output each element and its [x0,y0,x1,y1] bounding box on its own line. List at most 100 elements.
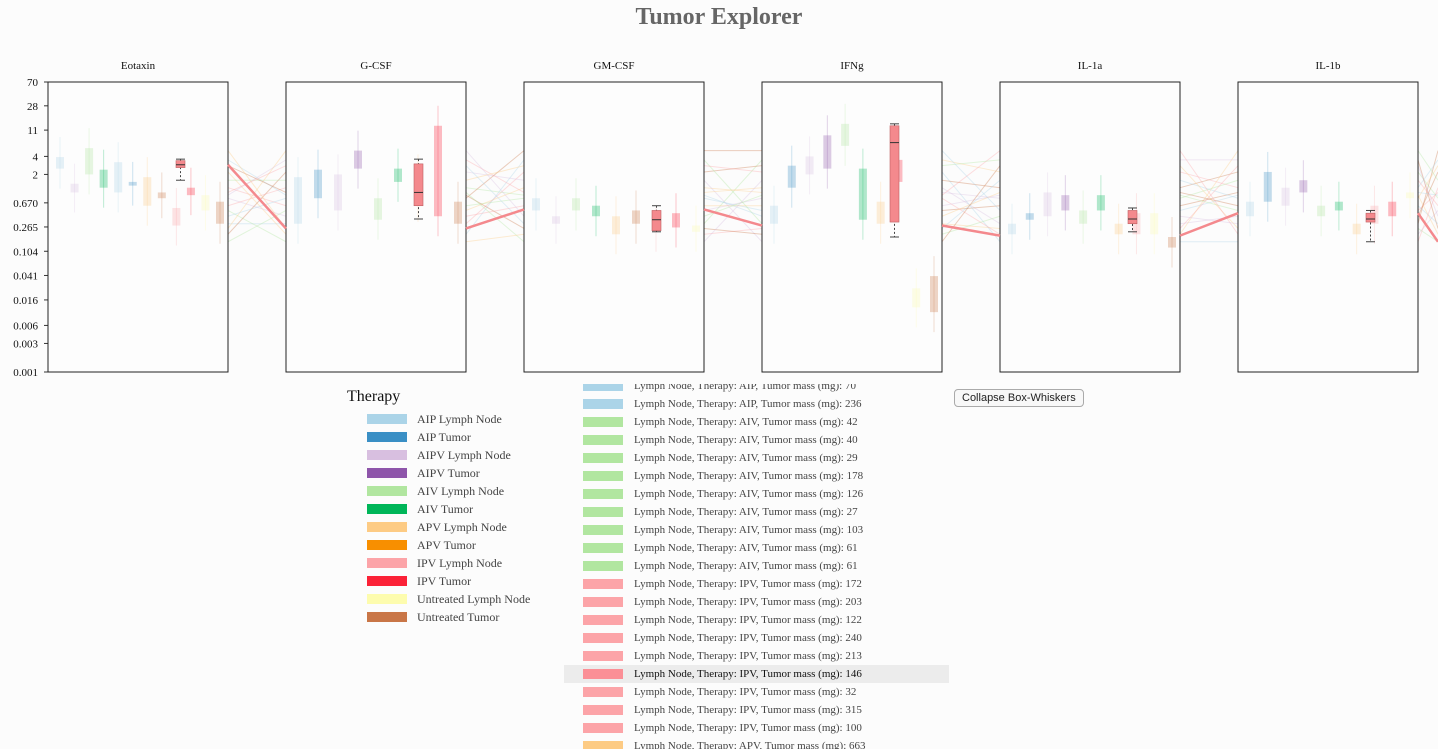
legend-item[interactable]: AIPV Lymph Node [347,446,511,464]
legend-item[interactable]: AIP Lymph Node [347,410,502,428]
y-tick-label: 0.006 [13,320,38,332]
sample-swatch [583,705,623,715]
sample-swatch [583,489,623,499]
sample-list-item[interactable]: Lymph Node, Therapy: IPV, Tumor mass (mg… [564,647,949,665]
panel-frame [761,81,943,373]
sample-swatch [583,579,623,589]
background-sample-line [1417,194,1438,235]
background-sample-line [1417,192,1438,211]
legend-item[interactable]: APV Tumor [347,536,476,554]
background-box [128,181,137,186]
sample-swatch [583,633,623,643]
sample-list-item[interactable]: Lymph Node, Therapy: AIV, Tumor mass (mg… [564,413,949,431]
highlighted-sample-line [1179,212,1239,237]
legend-item[interactable]: IPV Tumor [347,572,471,590]
sample-list-item[interactable]: Lymph Node, Therapy: APV, Tumor mass (mg… [564,737,949,749]
highlighted-sample-line [703,208,763,227]
sample-list-item[interactable]: Lymph Node, Therapy: AIP, Tumor mass (mg… [564,384,949,395]
sample-list-item[interactable]: Lymph Node, Therapy: IPV, Tumor mass (mg… [564,629,949,647]
sample-list-item[interactable]: Lymph Node, Therapy: IPV, Tumor mass (mg… [564,683,949,701]
sample-swatch [583,597,623,607]
sample-list-item[interactable]: Lymph Node, Therapy: IPV, Tumor mass (mg… [564,701,949,719]
background-sample-line [941,150,1001,196]
legend-item[interactable]: AIV Tumor [347,500,473,518]
legend-item[interactable]: IPV Lymph Node [347,554,502,572]
legend-item[interactable]: Untreated Tumor [347,608,499,626]
collapse-box-whiskers-button[interactable]: Collapse Box-Whiskers [954,389,1084,407]
background-box [1281,187,1290,206]
background-sample-line [941,159,1001,167]
background-sample-line [941,205,1001,211]
background-box [1114,223,1123,235]
background-box [592,205,600,217]
legend-item[interactable]: APV Lymph Node [347,518,507,536]
background-sample-line [465,165,525,225]
sample-list-item[interactable]: Lymph Node, Therapy: IPV, Tumor mass (mg… [564,611,949,629]
sample-list-item[interactable]: Lymph Node, Therapy: IPV, Tumor mass (mg… [564,575,949,593]
sample-swatch [583,399,623,409]
sample-list-item[interactable]: Lymph Node, Therapy: AIV, Tumor mass (mg… [564,431,949,449]
legend-swatch [367,468,407,478]
highlighted-sample-line [1416,212,1438,243]
background-sample-line [227,165,287,193]
background-sample-line [703,227,763,235]
y-tick-label: 4 [33,151,39,163]
panel-frame [1237,81,1419,373]
sample-list-item[interactable]: Lymph Node, Therapy: IPV, Tumor mass (mg… [564,593,949,611]
legend-label: AIPV Lymph Node [417,448,511,462]
sample-list-item[interactable]: Lymph Node, Therapy: AIV, Tumor mass (mg… [564,449,949,467]
background-box [1043,192,1052,217]
sample-swatch [583,471,623,481]
sample-list-item[interactable]: Lymph Node, Therapy: IPV, Tumor mass (mg… [564,665,949,683]
background-sample-line [941,197,1001,235]
background-sample-line [227,159,287,196]
parallel-coordinates-chart[interactable]: 70 28 11 4 2 0.670 0.265 0.104 0.041 0.016 0.006 0.… [0,50,1438,376]
background-sample-line [1417,228,1438,243]
background-sample-line [941,191,1001,217]
legend-item[interactable]: AIV Lymph Node [347,482,504,500]
background-sample-line [227,150,287,229]
sample-list-item[interactable]: Lymph Node, Therapy: AIV, Tumor mass (mg… [564,467,949,485]
sample-list[interactable]: Lymph Node, Therapy: AIP, Tumor mass (mg… [564,384,949,749]
sample-label: Lymph Node, Therapy: AIV, Tumor mass (mg… [634,452,858,464]
sample-list-item[interactable]: Lymph Node, Therapy: AIV, Tumor mass (mg… [564,521,949,539]
sample-list-item[interactable]: Lymph Node, Therapy: AIP, Tumor mass (mg… [564,395,949,413]
background-sample-line [941,179,1001,229]
background-box [1168,237,1176,248]
legend-item[interactable]: AIP Tumor [347,428,471,446]
panel-title: IL-1b [1315,60,1341,72]
background-box [56,157,64,169]
background-sample-line [465,205,525,217]
sample-list-item[interactable]: Lymph Node, Therapy: AIV, Tumor mass (mg… [564,557,949,575]
sample-label: Lymph Node, Therapy: AIP, Tumor mass (mg… [634,398,862,410]
sample-label: Lymph Node, Therapy: AIV, Tumor mass (mg… [634,542,858,554]
y-tick-label: 0.003 [13,338,38,350]
background-sample-line [941,171,1001,243]
background-sample-line [1417,159,1438,188]
highlighted-box [1365,212,1376,223]
y-tick-label: 11 [27,125,38,137]
sample-list-item[interactable]: Lymph Node, Therapy: AIV, Tumor mass (mg… [564,485,949,503]
legend-item[interactable]: Untreated Lymph Node [347,590,530,608]
legend-label: IPV Tumor [417,574,472,588]
panel-title: Eotaxin [121,60,156,72]
background-sample-line [1179,179,1239,199]
sample-list-item[interactable]: Lymph Node, Therapy: IPV, Tumor mass (mg… [564,719,949,737]
panel-title: G-CSF [360,60,391,72]
background-box [186,187,195,196]
sample-list-item[interactable]: Lymph Node, Therapy: AIV, Tumor mass (mg… [564,539,949,557]
legend-swatch [367,414,407,424]
legend-swatch [367,450,407,460]
background-sample-line [227,171,287,235]
sample-list-item[interactable]: Lymph Node, Therapy: AIV, Tumor mass (mg… [564,503,949,521]
background-sample-line [1417,159,1438,229]
background-box [157,192,166,199]
background-box [314,169,322,199]
background-sample-line [1179,150,1239,235]
legend-item[interactable]: AIPV Tumor [347,464,480,482]
sample-label: Lymph Node, Therapy: APV, Tumor mass (mg… [634,740,866,749]
background-sample-line [227,150,287,229]
sample-label: Lymph Node, Therapy: IPV, Tumor mass (mg… [634,614,862,626]
background-box [454,201,462,224]
sample-swatch [583,669,623,679]
